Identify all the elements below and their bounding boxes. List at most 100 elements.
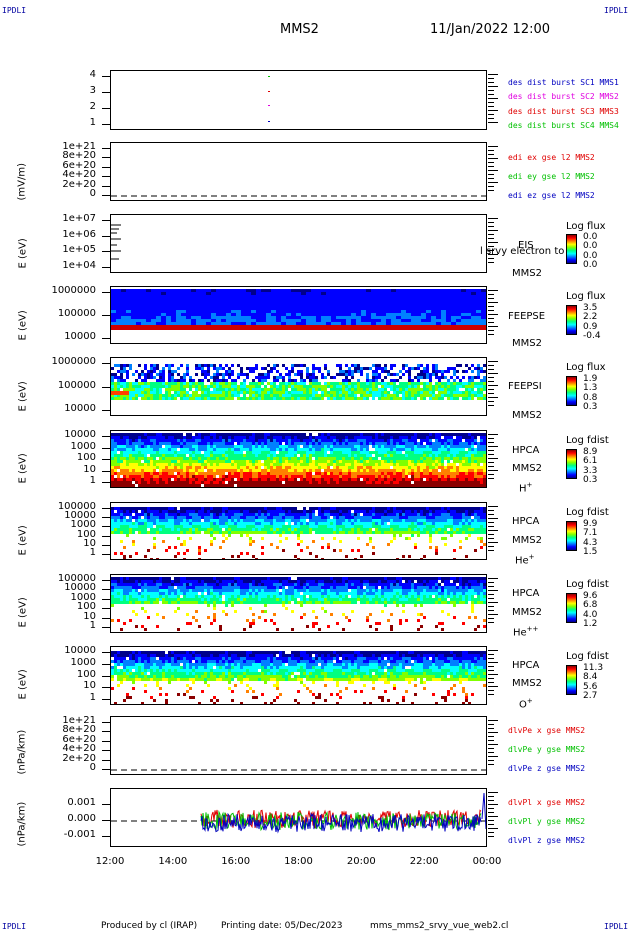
feepsi-cell <box>363 382 366 385</box>
feepse-cell <box>166 292 171 295</box>
feepse-cell <box>126 304 131 307</box>
feepsi-cell <box>126 388 129 391</box>
hpca-cell <box>222 522 225 525</box>
feepsi-cell <box>411 382 414 385</box>
feepsi-cell <box>387 394 390 397</box>
feepsi-cell <box>231 382 234 385</box>
hpca-cell <box>351 433 354 436</box>
hpca-cell <box>207 484 210 487</box>
hpca-cell <box>462 451 465 454</box>
hpca-cell <box>117 445 120 448</box>
feepsi-cell <box>420 391 423 394</box>
feepse-cell <box>396 307 401 310</box>
hpca-cell <box>132 510 135 513</box>
feepse-cell <box>391 316 396 319</box>
hpca-cell <box>399 460 402 463</box>
hpca-cell <box>192 445 195 448</box>
feepsi-cell <box>354 367 357 370</box>
feepsi-cell <box>333 376 336 379</box>
hpca-cell <box>291 531 294 534</box>
hpca-cell <box>270 433 273 436</box>
hpca-cell <box>297 463 300 466</box>
hpca-cell <box>225 513 228 516</box>
feepse-cell <box>156 316 161 319</box>
hpca-cell <box>198 522 201 525</box>
hpca-cell <box>363 472 366 475</box>
feepsi-cell <box>144 376 147 379</box>
feepsi-cell <box>201 382 204 385</box>
hpca-cell <box>372 475 375 478</box>
hpca-cell <box>324 522 327 525</box>
feepsi-cell <box>480 367 483 370</box>
feepsi-cell <box>180 379 183 382</box>
feepsi-cell <box>477 376 480 379</box>
feepse-cell <box>366 310 371 313</box>
hpca-cell <box>282 433 285 436</box>
hpca-cell <box>366 460 369 463</box>
feepse-cell <box>471 316 476 319</box>
hpca-cell <box>258 436 261 439</box>
hpca-cell <box>276 469 279 472</box>
feepse-cell <box>176 295 181 298</box>
hpca-cell <box>117 531 120 534</box>
hpca-cell <box>396 481 399 484</box>
hpca-cell <box>345 469 348 472</box>
hpca-cell <box>396 478 399 481</box>
hpca-cell <box>333 525 336 528</box>
feepsi-cell <box>375 379 378 382</box>
hpca-cell <box>348 433 351 436</box>
feepsi-cell <box>291 379 294 382</box>
feepsi-cell <box>312 370 315 373</box>
hpca-cell <box>339 445 342 448</box>
hpca-cell <box>402 457 405 460</box>
hpca-cell <box>444 442 447 445</box>
hpca-cell <box>423 469 426 472</box>
hpca-cell <box>387 445 390 448</box>
hpca-cell <box>195 466 198 469</box>
hpca-cell <box>171 516 174 519</box>
hpca-cell <box>444 448 447 451</box>
hpca-cell <box>138 513 141 516</box>
hpca-cell <box>300 522 303 525</box>
feepse-cell <box>446 316 451 319</box>
feepse-cell <box>321 307 326 310</box>
hpca-cell <box>195 454 198 457</box>
hpca-cell <box>324 519 327 522</box>
spacecraft-title: MMS2 <box>280 22 319 37</box>
feepse-cell <box>126 322 131 325</box>
hpca-cell <box>126 439 129 442</box>
hpca-cell <box>333 445 336 448</box>
hpca-cell <box>129 454 132 457</box>
hpca-cell <box>270 531 273 534</box>
feepsi-cell <box>456 370 459 373</box>
hpca-cell <box>255 433 258 436</box>
hpca-cell <box>192 528 195 531</box>
feepse-cell <box>286 295 291 298</box>
hpca-cell <box>333 516 336 519</box>
feepse-cell <box>291 310 296 313</box>
feepsi-cell <box>351 382 354 385</box>
feepsi-cell <box>378 367 381 370</box>
hpca-cell <box>291 448 294 451</box>
hpca-cell <box>456 445 459 448</box>
hpca-cell <box>354 457 357 460</box>
hpca-cell <box>123 442 126 445</box>
feepsi-cell <box>321 388 324 391</box>
feepsi-cell <box>411 391 414 394</box>
hpca-cell <box>231 481 234 484</box>
feepsi-cell <box>288 385 291 388</box>
hpca-cell <box>177 469 180 472</box>
hpca-cell <box>189 466 192 469</box>
hpca-cell <box>381 466 384 469</box>
hpca-cell <box>399 484 402 487</box>
hpca-cell <box>207 439 210 442</box>
hpca-cell <box>237 439 240 442</box>
feepse-cell <box>401 295 406 298</box>
feepse-cell <box>476 307 481 310</box>
hpca-cell <box>258 445 261 448</box>
hpca-cell <box>150 469 153 472</box>
hpca-cell <box>405 439 408 442</box>
feepsi-cell <box>465 397 468 400</box>
hpca-cell <box>231 445 234 448</box>
feepsi-cell <box>315 388 318 391</box>
